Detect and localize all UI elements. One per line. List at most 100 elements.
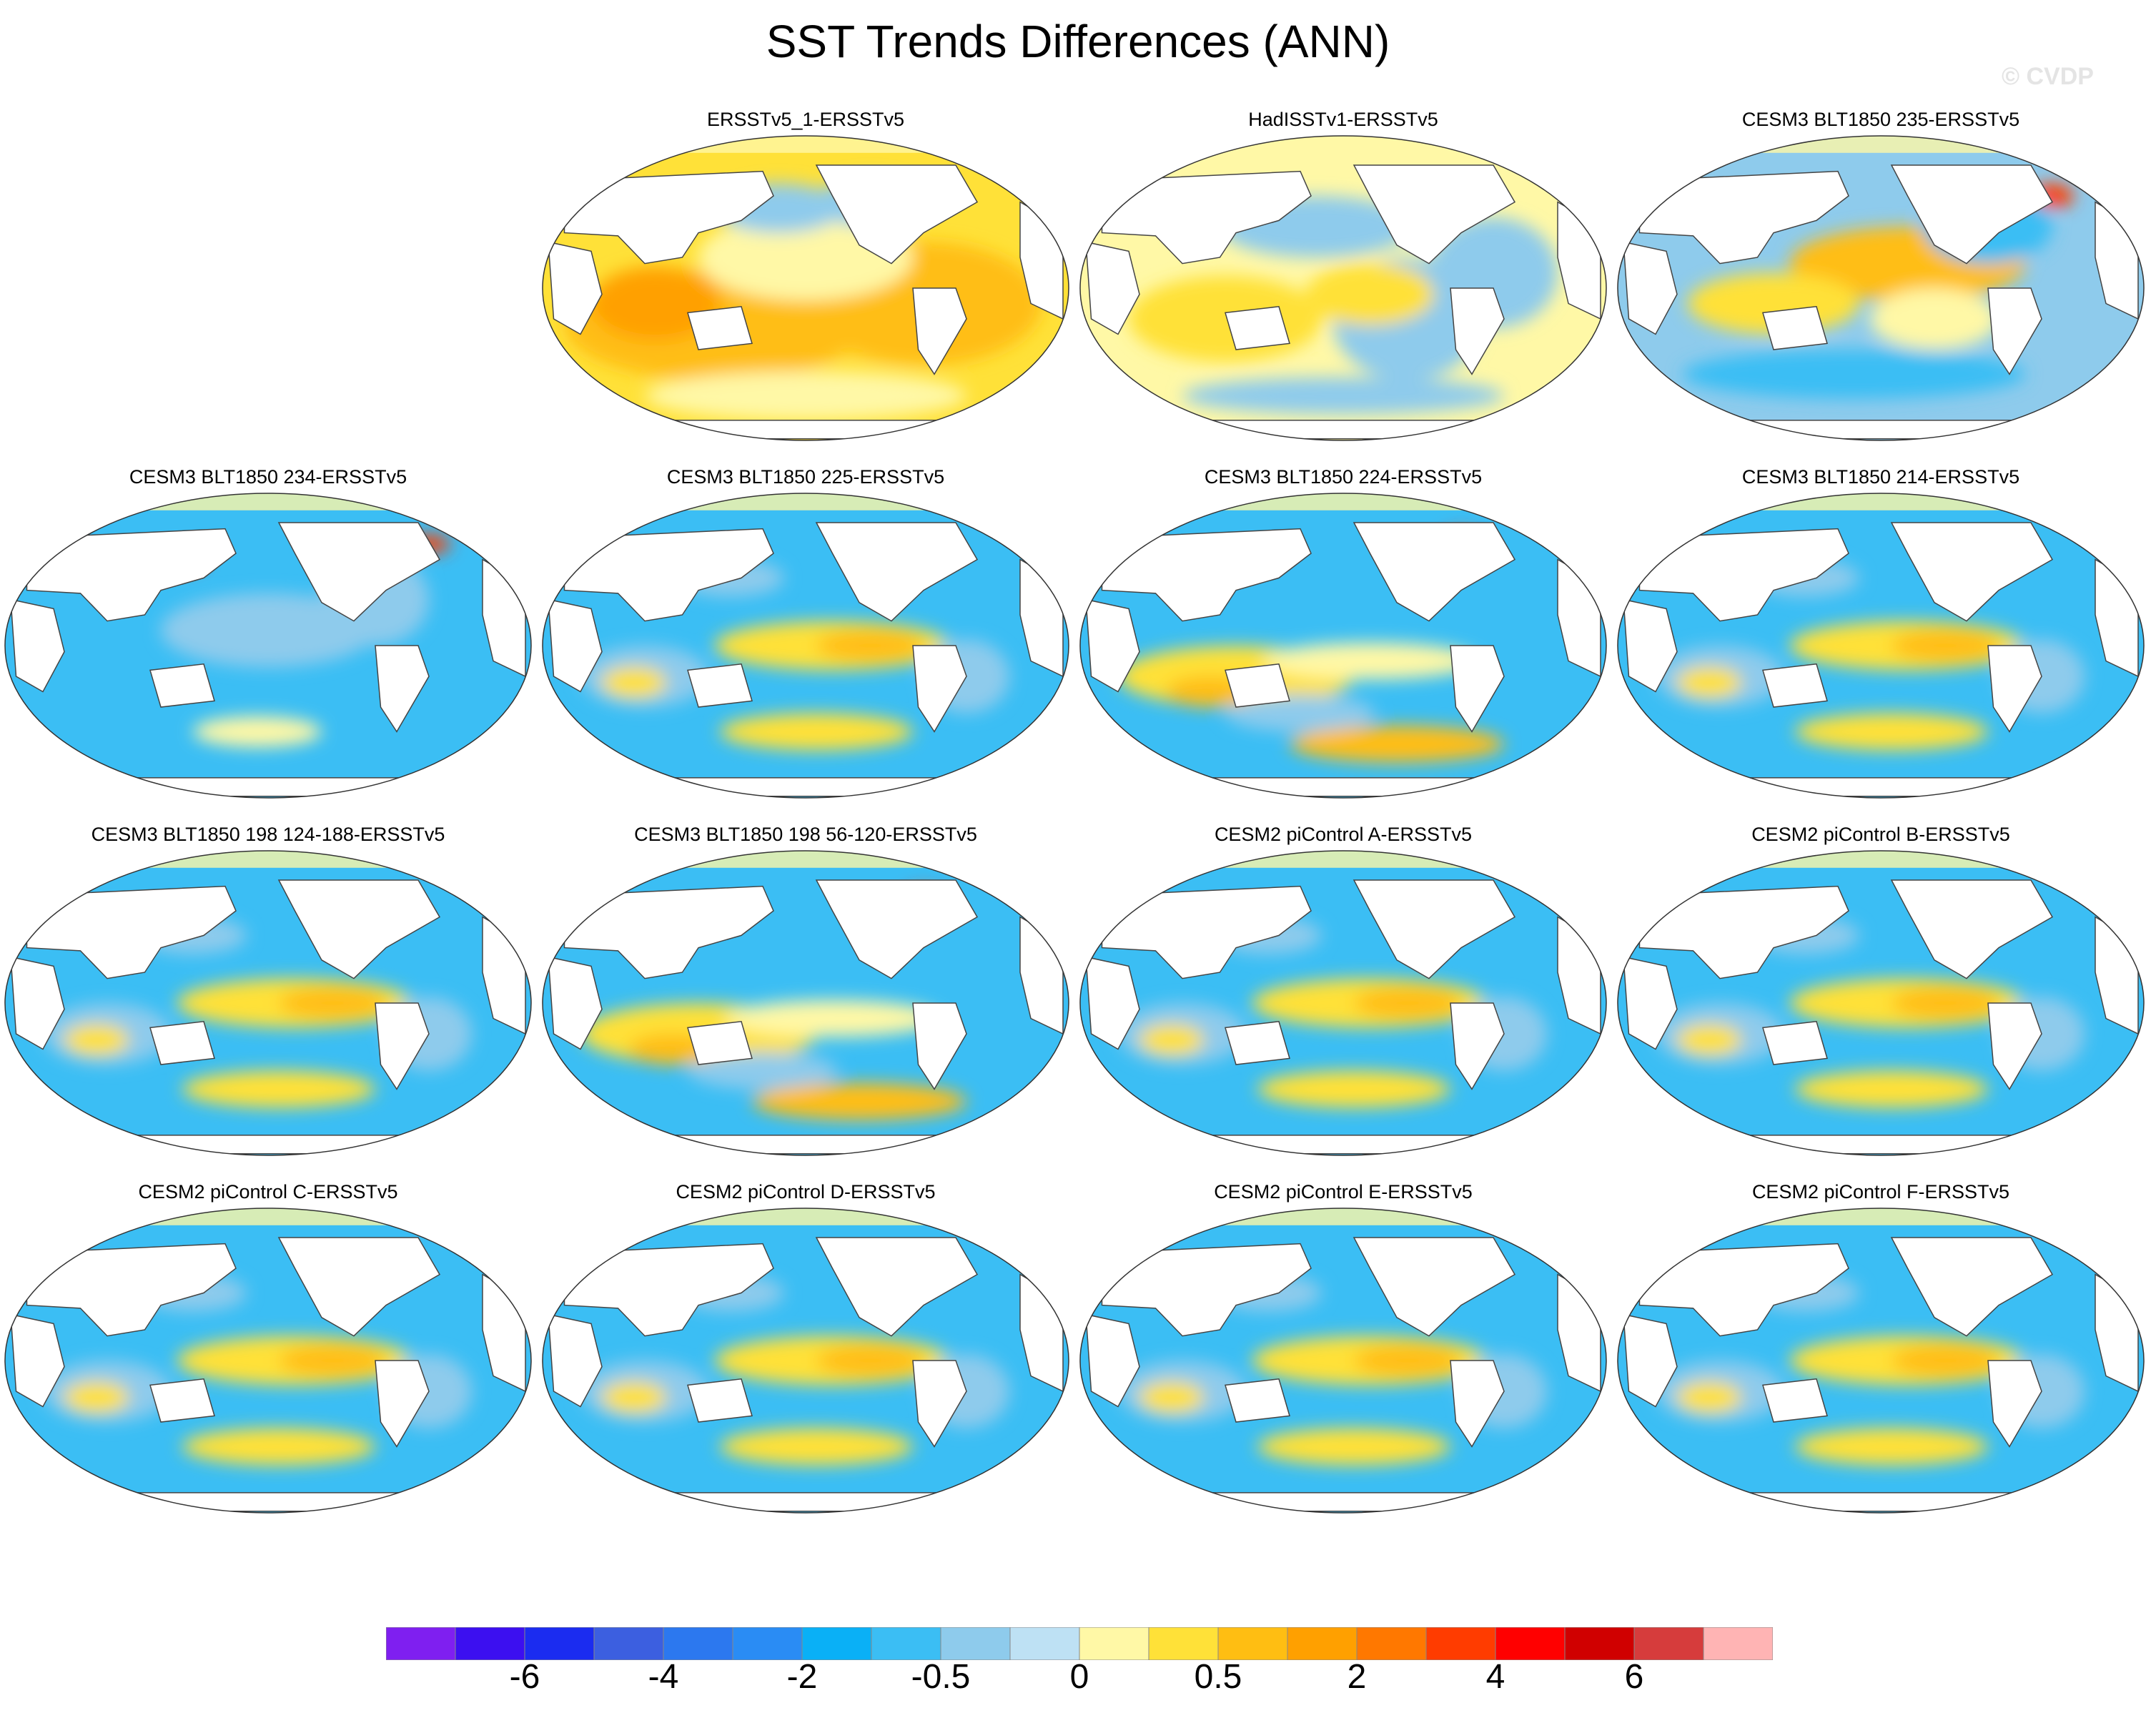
sst-map xyxy=(1617,135,2145,441)
map-panel: CESM2 piControl A-ERSSTv5 xyxy=(1075,822,1611,1158)
land-mass xyxy=(1987,287,2042,375)
land-mass xyxy=(149,1378,215,1423)
land-mass xyxy=(563,170,774,265)
sst-map xyxy=(542,493,1069,799)
map-panel: CESM3 BLT1850 225-ERSSTv5 xyxy=(538,465,1074,801)
land-mass xyxy=(26,885,237,979)
sst-map xyxy=(1079,850,1607,1156)
sst-map xyxy=(542,1208,1069,1514)
land-mass xyxy=(687,305,753,350)
map-outline xyxy=(542,1208,1069,1514)
colorbar-swatch xyxy=(593,1627,664,1660)
panel-title: CESM2 piControl F-ERSSTv5 xyxy=(1751,1181,2010,1203)
land-mass xyxy=(62,777,474,797)
panel-title: CESM2 piControl C-ERSSTv5 xyxy=(138,1181,398,1203)
colorbar-swatch xyxy=(871,1627,941,1660)
colorbar-swatch xyxy=(455,1627,525,1660)
sst-anomaly-region xyxy=(182,1070,375,1108)
sst-anomaly-region xyxy=(64,1025,129,1056)
land-mass xyxy=(1450,1360,1505,1448)
sst-anomaly-region xyxy=(1305,263,1435,325)
land-mass xyxy=(1638,1243,1849,1337)
panel-title: CESM2 piControl B-ERSSTv5 xyxy=(1751,824,2010,845)
land-mass xyxy=(1450,645,1505,733)
land-mass xyxy=(277,1237,441,1337)
map-outline xyxy=(1617,135,2145,441)
land-mass xyxy=(10,598,65,693)
land-mass xyxy=(1762,663,1828,708)
arctic-strip xyxy=(543,851,1069,868)
map-panel: CESM3 BLT1850 234-ERSSTv5 xyxy=(0,465,536,801)
sst-map xyxy=(1079,1208,1607,1514)
sst-anomaly-region xyxy=(1892,987,1999,1019)
colorbar-swatch xyxy=(1564,1627,1635,1660)
land-mass xyxy=(1762,305,1828,350)
sst-anomaly-region xyxy=(1257,1428,1450,1466)
land-mass xyxy=(1890,522,2054,622)
sst-anomaly-region xyxy=(602,1382,666,1413)
sst-anomaly-region xyxy=(591,266,720,341)
land-mass xyxy=(1137,1135,1549,1155)
map-outline xyxy=(1617,1208,2145,1514)
map-outline xyxy=(1079,493,1607,799)
sst-anomaly-region xyxy=(279,987,386,1019)
sst-map xyxy=(1079,135,1607,441)
sst-anomaly-region xyxy=(1795,1428,1988,1466)
arctic-strip xyxy=(1080,1208,1606,1225)
land-mass xyxy=(563,1243,774,1337)
sst-map xyxy=(4,1208,532,1514)
land-mass xyxy=(1890,1237,2054,1337)
map-panel: CESM2 piControl E-ERSSTv5 xyxy=(1075,1180,1611,1516)
arctic-strip xyxy=(543,493,1069,510)
sst-anomaly-region xyxy=(602,667,666,698)
land-mass xyxy=(1085,956,1140,1050)
land-mass xyxy=(912,1002,967,1090)
colorbar-swatch xyxy=(1703,1627,1773,1660)
map-outline xyxy=(1079,1208,1607,1514)
map-panel: CESM2 piControl D-ERSSTv5 xyxy=(538,1180,1074,1516)
sst-anomaly-region xyxy=(1290,725,1504,763)
sst-map xyxy=(1617,1208,2145,1514)
panel-title: CESM3 BLT1850 198 56-120-ERSSTv5 xyxy=(634,824,977,845)
land-mass xyxy=(149,1020,215,1065)
land-mass xyxy=(149,663,215,708)
land-mass xyxy=(600,1492,1012,1512)
colorbar-swatch xyxy=(1495,1627,1566,1660)
cvdp-watermark: © CVDP xyxy=(2002,63,2094,90)
map-outline xyxy=(1617,493,2145,799)
land-mass xyxy=(26,1243,237,1337)
land-mass xyxy=(548,956,603,1050)
panel-title: CESM3 BLT1850 225-ERSSTv5 xyxy=(666,466,945,488)
colorbar-swatch xyxy=(524,1627,595,1660)
page-title: SST Trends Differences (ANN) xyxy=(766,16,1390,67)
panel-title: ERSSTv5_1-ERSSTv5 xyxy=(706,109,905,130)
panel-title: CESM2 piControl D-ERSSTv5 xyxy=(676,1181,936,1203)
colorbar-tick-label: 4 xyxy=(1485,1658,1505,1696)
land-mass xyxy=(1987,1360,2042,1448)
land-mass xyxy=(1638,885,1849,979)
sst-anomaly-region xyxy=(1795,1070,1988,1108)
sst-anomaly-region xyxy=(161,593,375,668)
sst-anomaly-region xyxy=(1677,1382,1741,1413)
land-mass xyxy=(912,287,967,375)
land-mass xyxy=(375,645,430,733)
colorbar-swatch xyxy=(940,1627,1011,1660)
map-panel: CESM2 piControl F-ERSSTv5 xyxy=(1613,1180,2149,1516)
colorbar-swatch xyxy=(1425,1627,1496,1660)
land-mass xyxy=(10,1313,65,1408)
land-mass xyxy=(1225,663,1290,708)
sst-map xyxy=(4,850,532,1156)
sst-map xyxy=(1079,493,1607,799)
land-mass xyxy=(1225,305,1290,350)
land-mass xyxy=(1353,1237,1516,1337)
colorbar xyxy=(386,1627,1773,1660)
sst-anomaly-region xyxy=(279,1345,386,1376)
arctic-strip xyxy=(1080,493,1606,510)
land-mass xyxy=(1101,170,1312,265)
land-mass xyxy=(1638,170,1849,265)
land-mass xyxy=(600,420,1012,440)
land-mass xyxy=(62,1135,474,1155)
map-panel: ERSSTv5_1-ERSSTv5 xyxy=(538,107,1074,443)
arctic-strip xyxy=(1080,851,1606,868)
land-mass xyxy=(1101,1243,1312,1337)
